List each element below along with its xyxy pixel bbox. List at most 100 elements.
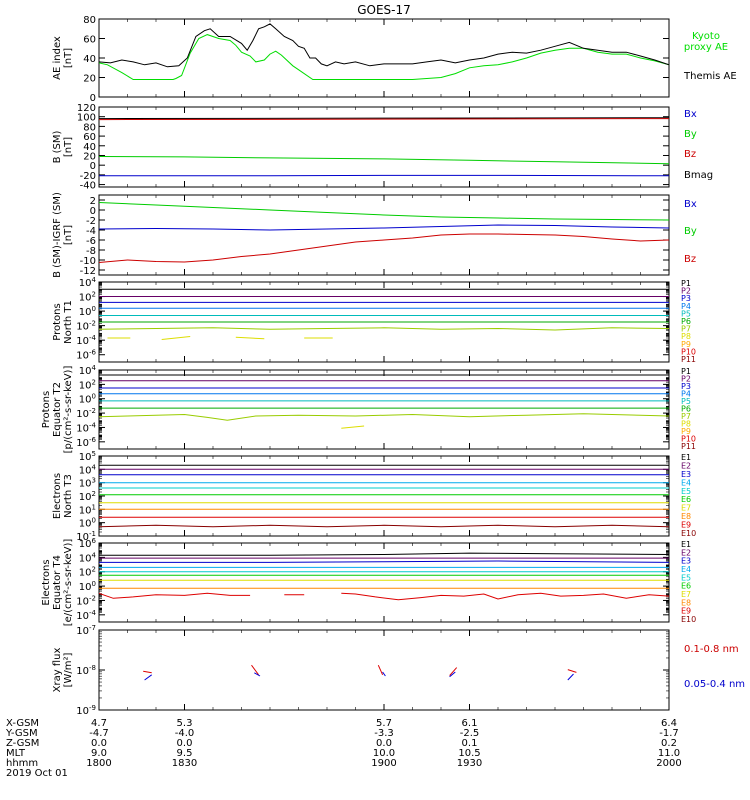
y-tick-exponent: 0 <box>92 517 96 525</box>
legend-bz: Bz <box>684 254 696 265</box>
legend-p9: P9 <box>681 340 691 349</box>
x-row-label: Y-GSM <box>5 728 38 739</box>
panel-3: -12-10-8-6-4-202 B (SM)-IGRF (SM) [nT] Bx By… <box>52 192 697 278</box>
x-row-value: 10.5 <box>458 748 480 759</box>
y-tick-label: 10-9 <box>76 704 96 717</box>
y-tick-base: 10 <box>79 479 92 490</box>
y-tick-base: 10 <box>76 351 89 362</box>
date-label: 2019 Oct 01 <box>6 768 68 779</box>
y-tick-exponent: -2 <box>89 320 96 328</box>
y-tick-label: 100 <box>77 113 96 124</box>
y-tick-exponent: 0 <box>92 580 96 588</box>
y-tick-base: 10 <box>79 293 92 304</box>
series-p7 <box>99 413 669 421</box>
y-tick-label: 100 <box>79 393 96 406</box>
x-row-label: X-GSM <box>6 718 39 729</box>
y-tick-exponent: -4 <box>89 609 97 617</box>
y-tick-label: 10-4 <box>76 609 96 622</box>
y-axis-label: Protons <box>41 391 52 428</box>
legend-e2: E2 <box>681 548 691 557</box>
y-tick-base: 10 <box>79 582 92 593</box>
legend-p7: P7 <box>681 412 691 421</box>
y-tick-label: 20 <box>83 74 96 85</box>
y-tick-label: 100 <box>79 517 96 530</box>
y-tick-label: -4 <box>86 226 96 237</box>
y-tick-label: -12 <box>80 266 96 277</box>
y-tick-base: 10 <box>76 409 89 420</box>
legend-e3: E3 <box>681 470 691 479</box>
legend-p7: P7 <box>681 325 691 334</box>
x-row-value: 4.7 <box>91 718 107 729</box>
y-tick-base: 10 <box>79 366 92 377</box>
legend-bmag: Bmag <box>684 170 713 181</box>
y-axis-label: [p/(cm²-s-sr-keV)] <box>63 366 74 454</box>
y-axis-label: North T3 <box>63 474 74 518</box>
panel-frame <box>98 455 670 537</box>
series-bmag <box>99 117 669 120</box>
x-row-value: 0.0 <box>376 738 392 749</box>
series-bx <box>99 224 669 231</box>
y-tick-label: -8 <box>86 246 96 257</box>
legend-p10: P10 <box>681 435 696 444</box>
y-tick-base: 10 <box>79 492 92 503</box>
series-p7 <box>99 327 669 331</box>
x-row-value: 0.0 <box>177 738 193 749</box>
y-tick-label: 120 <box>77 103 96 114</box>
y-tick-exponent: -4 <box>89 421 97 429</box>
y-tick-base: 10 <box>79 380 92 391</box>
y-tick-base: 10 <box>79 505 92 516</box>
legend-p10: P10 <box>681 347 696 356</box>
x-row-label: hhmm <box>6 758 38 769</box>
legend-e8: E8 <box>681 598 691 607</box>
y-tick-exponent: 2 <box>92 490 96 498</box>
y-tick-exponent: -1 <box>89 530 96 538</box>
y-tick-label: 104 <box>79 463 97 476</box>
y-tick-exponent: -2 <box>89 594 96 602</box>
legend-e5: E5 <box>681 487 691 496</box>
x-row-value: 11.0 <box>658 748 680 759</box>
x-row-value: 5.3 <box>177 718 193 729</box>
x-row-value: -4.7 <box>89 728 109 739</box>
legend-p3: P3 <box>681 382 691 391</box>
x-row-value: 0.0 <box>91 738 107 749</box>
y-axis-label: [e/(cm²-s-sr-keV)] <box>63 539 74 627</box>
legend-p9: P9 <box>681 427 691 436</box>
y-tick-label: 102 <box>79 490 96 503</box>
y-tick-label: 10-2 <box>76 320 96 333</box>
y-tick-label: 102 <box>79 378 96 391</box>
y-tick-label: 20 <box>83 151 96 162</box>
y-tick-base: 10 <box>76 626 89 637</box>
legend-e7: E7 <box>681 504 691 513</box>
y-tick-exponent: 4 <box>92 551 97 559</box>
y-tick-label: 104 <box>79 551 97 564</box>
y-tick-exponent: 2 <box>92 291 96 299</box>
x-row-value: 5.7 <box>376 718 392 729</box>
y-tick-label: -2 <box>86 216 96 227</box>
y-tick-exponent: -9 <box>89 704 96 712</box>
y-tick-exponent: 5 <box>92 450 96 458</box>
series-b1 <box>144 674 152 681</box>
y-tick-base: 10 <box>79 465 92 476</box>
y-axis-label: Equator T2 <box>52 382 63 437</box>
series-r4 <box>449 667 458 676</box>
y-tick-label: 80 <box>83 122 96 133</box>
legend-p4: P4 <box>681 302 691 311</box>
y-tick-base: 10 <box>79 395 92 406</box>
y-tick-base: 10 <box>76 423 89 434</box>
series-r2 <box>251 664 260 676</box>
y-tick-base: 10 <box>76 322 89 333</box>
legend-e7: E7 <box>681 590 691 599</box>
legend-p2: P2 <box>681 287 691 296</box>
y-tick-label: 0 <box>90 161 96 172</box>
legend-e5: E5 <box>681 573 691 582</box>
panel-frame <box>98 18 670 98</box>
legend-proxy-ae: proxy AE <box>684 42 728 53</box>
x-row-value: -3.3 <box>374 728 394 739</box>
x-row-value: -2.5 <box>460 728 480 739</box>
y-tick-label: -40 <box>80 181 96 192</box>
y-tick-exponent: 3 <box>92 477 96 485</box>
legend-e8: E8 <box>681 512 691 521</box>
series-b2 <box>254 672 261 677</box>
